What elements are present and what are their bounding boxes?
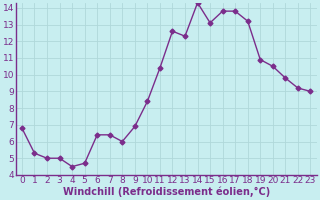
X-axis label: Windchill (Refroidissement éolien,°C): Windchill (Refroidissement éolien,°C)	[62, 187, 270, 197]
